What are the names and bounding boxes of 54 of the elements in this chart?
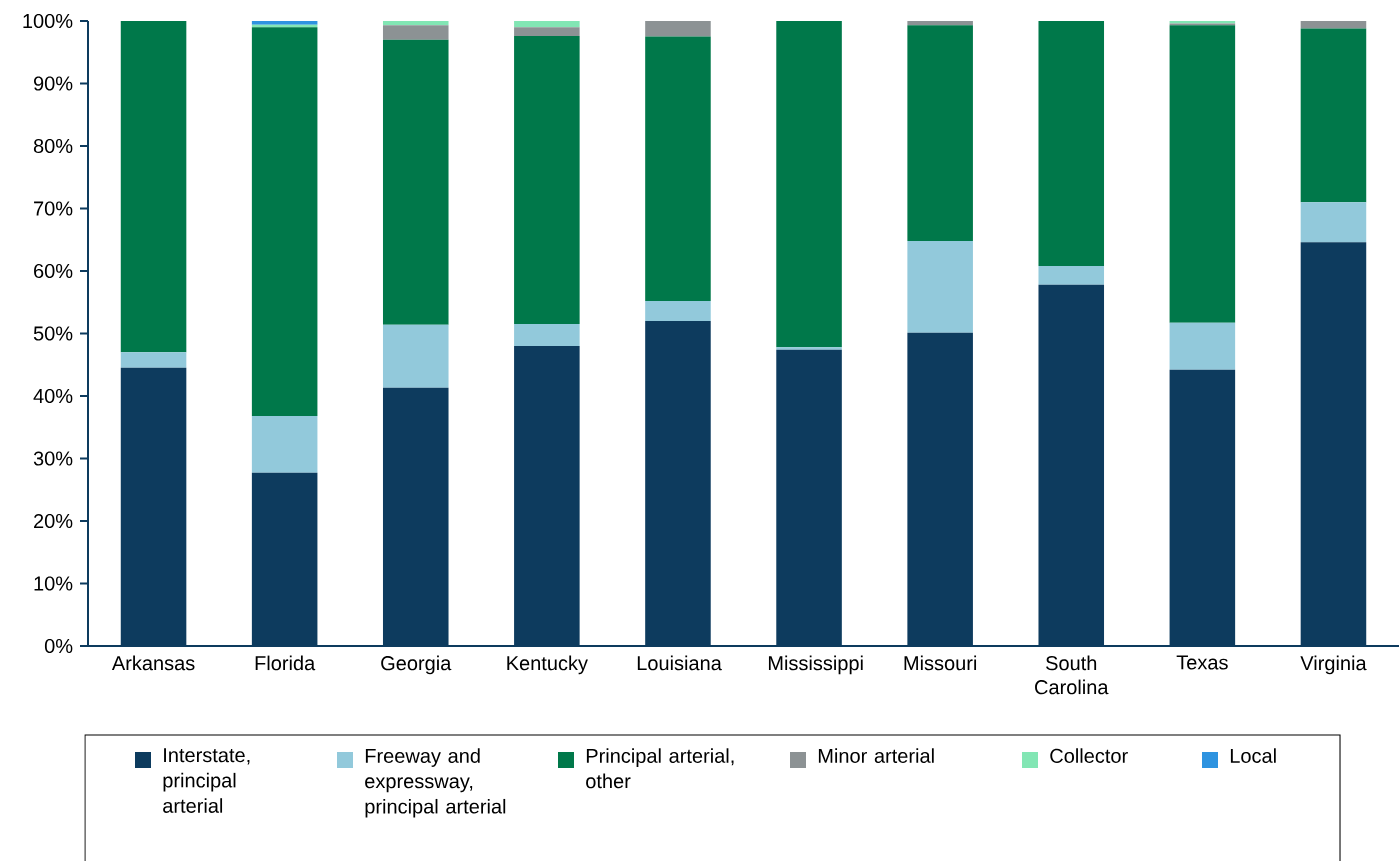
y-tick-label: 0% [44,638,73,654]
bar [1169,25,1236,323]
y-tick-label: 80% [33,138,73,154]
y-tick-label: 60% [34,263,73,279]
legend-label: Interstate, principal arterial [163,748,250,813]
y-tick-label: 50% [33,326,73,341]
bar [1038,21,1105,266]
bar [382,324,449,388]
x-tick-label: Texas [1176,655,1228,670]
legend-label: Freeway and expressway, principal arterial [365,748,506,818]
y-tick-label: 90% [33,76,73,91]
x-tick-label: Louisiana [637,655,722,671]
y-tick-label: 20% [34,513,73,529]
bar [645,36,711,301]
x-tick-label: Kentucky [507,655,588,675]
bar [645,301,711,321]
bar [907,21,973,26]
bar [514,324,580,346]
legend-label: Collector [1050,748,1128,763]
bar [251,416,318,473]
bar [514,35,580,325]
bar [382,21,449,26]
y-tick-label: 30% [33,451,73,466]
y-tick-label: 100% [23,13,73,29]
bar [382,25,449,40]
bar [907,240,973,333]
x-tick-label: Virginia [1300,655,1367,675]
y-tick-label: 10% [34,576,73,591]
bar [1300,28,1367,203]
y-tick-label: 70% [34,201,73,216]
bar [776,347,842,350]
bar [776,21,842,348]
x-tick-label: Arkansas [111,655,195,671]
bar [1300,202,1367,243]
legend-label: Local [1230,748,1276,763]
y-tick-label: 40% [33,388,73,404]
bar [1300,21,1367,29]
bar [645,21,711,37]
bar [514,27,580,36]
legend-label: Minor arterial [818,748,934,763]
bar [1169,322,1236,370]
x-tick-label: Mississippi [768,655,863,675]
bar [251,27,318,416]
bar [1038,266,1105,285]
bar [120,352,187,368]
bar [120,21,187,353]
x-tick-label: Missouri [904,655,977,671]
legend-label: Principal arterial, other [586,748,734,789]
bar [382,39,449,325]
bar [907,25,973,241]
x-tick-label: Florida [255,655,316,671]
bar [514,21,580,28]
x-tick-label: Georgia [381,655,452,675]
x-tick-label: South Carolina [1035,655,1109,695]
